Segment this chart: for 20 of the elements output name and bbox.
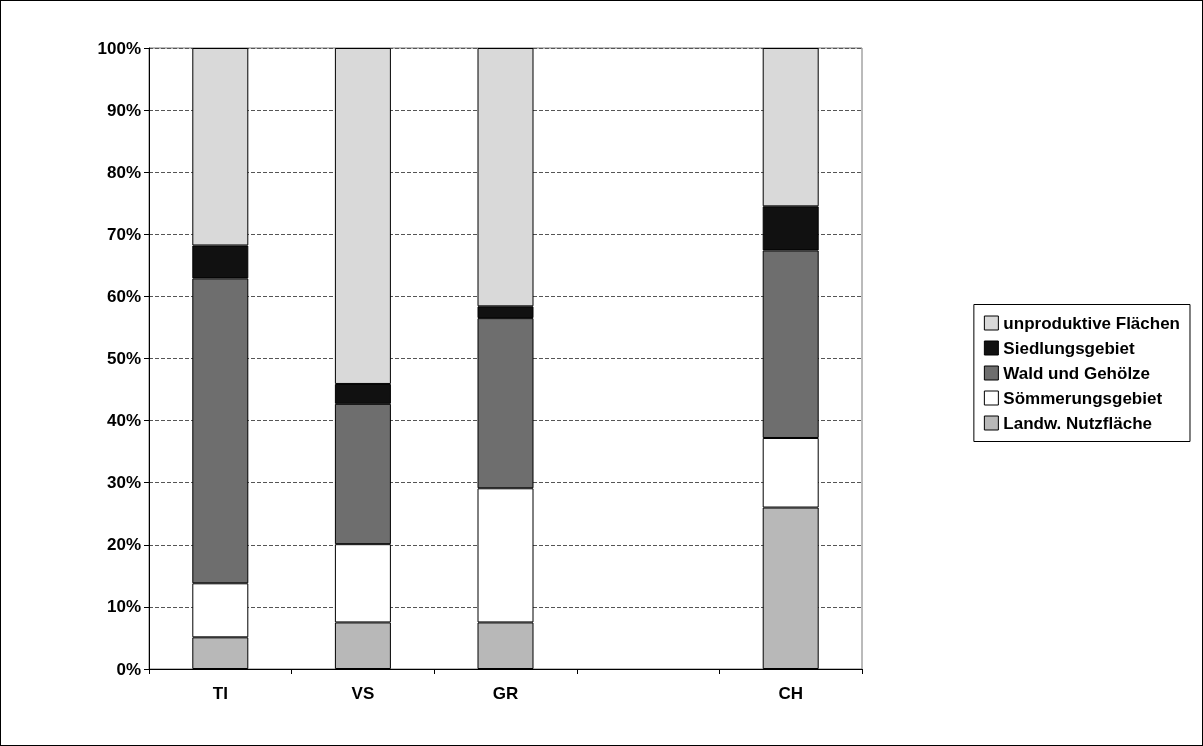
y-tick-label: 30% [106, 473, 141, 493]
x-tick-label: TI [212, 684, 228, 703]
legend-label: Landw. Nutzfläche [1003, 413, 1152, 433]
legend-label: Siedlungsgebiet [1003, 338, 1135, 358]
legend-label: Wald und Gehölze [1003, 363, 1151, 383]
y-tick-label: 40% [106, 411, 141, 431]
x-tick-label: VS [351, 684, 375, 703]
y-tick-label: 60% [106, 286, 141, 306]
y-tick-label: 10% [106, 597, 141, 617]
y-tick-label: 90% [106, 100, 141, 120]
y-tick-label: 70% [106, 224, 141, 244]
x-tick-label: GR [492, 684, 519, 703]
y-tick-label: 0% [116, 659, 141, 679]
y-tick-label: 20% [106, 535, 141, 555]
y-tick-label: 100% [97, 38, 141, 58]
legend-label: unproduktive Flächen [1003, 313, 1181, 333]
y-tick-label: 80% [106, 162, 141, 182]
x-tick-label: CH [778, 684, 803, 703]
legend-label: Sömmerungsgebiet [1003, 388, 1163, 408]
y-tick-label: 50% [106, 349, 141, 368]
